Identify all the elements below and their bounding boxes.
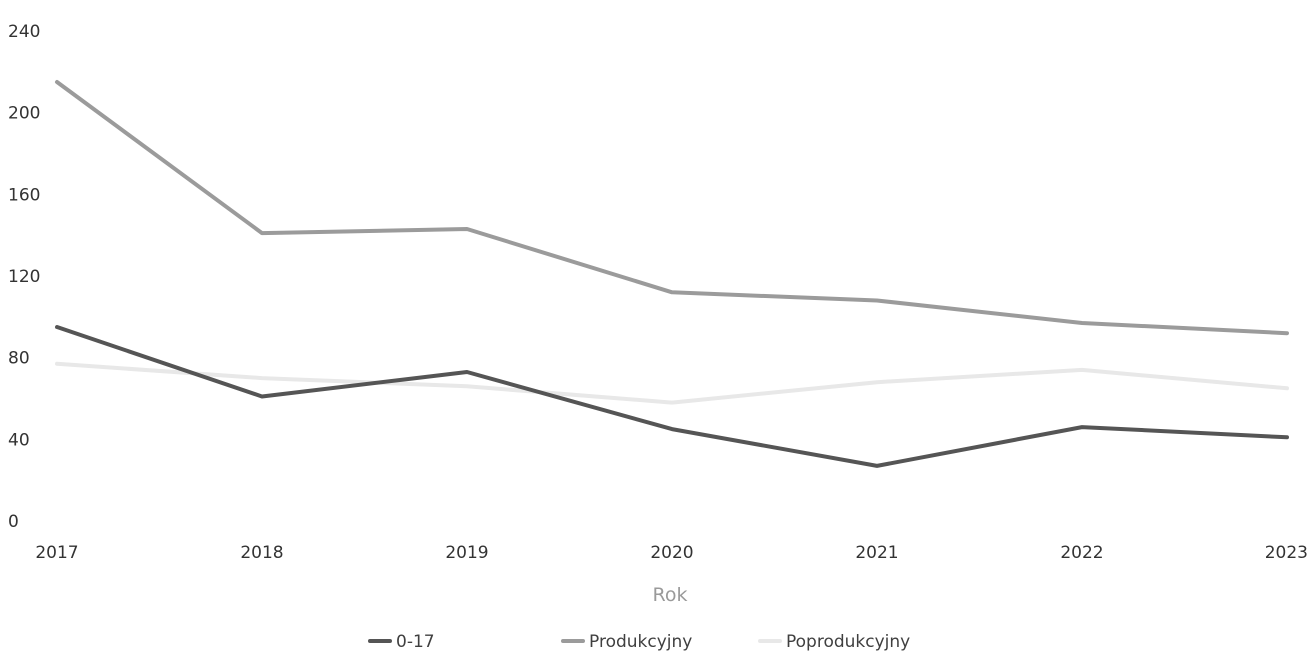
y-tick-label: 240	[8, 22, 40, 42]
x-tick-label: 2017	[35, 543, 78, 563]
series-lines	[55, 80, 1289, 468]
x-axis-ticks: 2017 2018 2019 2020 2021 2022 2023	[35, 543, 1308, 563]
legend-label: Poprodukcyjny	[786, 632, 910, 652]
x-tick-label: 2020	[650, 543, 693, 563]
legend-item-0-17: 0-17	[368, 632, 435, 652]
y-tick-label: 120	[8, 267, 40, 287]
y-tick-label: 0	[8, 512, 19, 532]
legend-item-poprodukcyjny: Poprodukcyjny	[758, 632, 910, 652]
x-tick-label: 2019	[445, 543, 488, 563]
y-tick-label: 80	[8, 349, 30, 369]
x-axis-title: Rok	[653, 584, 688, 606]
x-tick-label: 2018	[240, 543, 283, 563]
x-tick-label: 2021	[855, 543, 898, 563]
y-axis-ticks: 0 40 80 120 160 200 240	[8, 22, 40, 532]
legend: 0-17 Produkcyjny Poprodukcyjny	[368, 632, 910, 652]
y-tick-label: 40	[8, 430, 30, 450]
series-line-produkcyjny	[55, 80, 1289, 336]
legend-item-produkcyjny: Produkcyjny	[561, 632, 692, 652]
y-tick-label: 160	[8, 185, 40, 205]
series-line-0-17	[55, 325, 1289, 468]
y-tick-label: 200	[8, 104, 40, 124]
x-tick-label: 2022	[1060, 543, 1103, 563]
legend-label: Produkcyjny	[589, 632, 692, 652]
legend-label: 0-17	[396, 632, 435, 652]
series-line-poprodukcyjny	[55, 361, 1289, 405]
x-tick-label: 2023	[1265, 543, 1308, 563]
